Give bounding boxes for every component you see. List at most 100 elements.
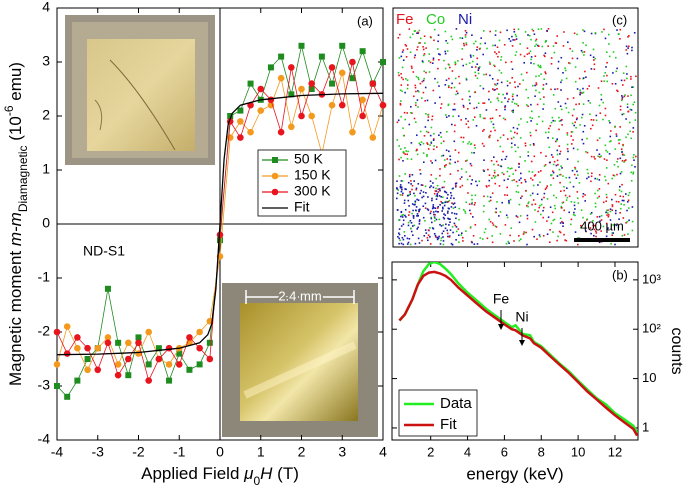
map-dot <box>431 197 433 200</box>
map-dot <box>545 39 547 42</box>
map-dot <box>420 37 422 40</box>
map-dot <box>483 159 485 161</box>
map-dot <box>444 165 446 167</box>
map-dot <box>502 150 504 153</box>
data-point <box>237 134 244 141</box>
map-dot <box>632 171 635 174</box>
map-dot <box>629 121 631 124</box>
map-dot <box>473 107 475 110</box>
map-dot <box>592 224 594 227</box>
map-dot <box>402 192 404 195</box>
map-dot <box>433 132 435 135</box>
map-dot <box>515 35 517 38</box>
map-dot <box>526 121 529 123</box>
map-dot <box>439 131 442 134</box>
map-dot <box>545 187 548 189</box>
map-dot <box>424 185 427 188</box>
map-dot <box>469 162 472 165</box>
map-dot <box>511 101 513 103</box>
map-dot <box>519 137 522 139</box>
map-dot <box>445 114 447 116</box>
map-dot <box>520 118 522 120</box>
map-dot <box>396 180 398 182</box>
plot-frame <box>391 261 639 441</box>
map-dot <box>459 178 462 180</box>
map-dot <box>504 108 506 111</box>
data-point <box>267 64 274 71</box>
map-dot <box>606 196 608 199</box>
map-dot <box>426 154 428 156</box>
map-dot <box>563 186 565 188</box>
map-dot <box>406 48 409 50</box>
map-dot <box>625 136 627 139</box>
map-dot <box>615 200 618 203</box>
map-dot <box>474 74 477 77</box>
map-dot <box>426 142 428 144</box>
map-dot <box>608 120 610 122</box>
map-dot <box>620 203 622 205</box>
map-dot <box>433 145 435 147</box>
map-dot <box>571 131 574 133</box>
map-dot <box>509 82 511 84</box>
map-dot <box>468 99 471 101</box>
map-dot <box>421 97 423 99</box>
map-dot <box>569 62 571 65</box>
map-dot <box>410 230 413 233</box>
map-dot <box>441 186 444 189</box>
map-dot <box>430 185 432 187</box>
map-dot <box>420 141 423 143</box>
map-dot <box>594 32 597 34</box>
map-dot <box>427 148 430 150</box>
map-dot <box>590 155 593 158</box>
map-dot <box>451 123 453 126</box>
map-dot <box>590 232 592 235</box>
map-dot <box>581 51 584 54</box>
data-point <box>145 377 152 384</box>
map-dot <box>407 194 409 197</box>
map-dot <box>577 243 579 246</box>
map-dot <box>577 197 579 200</box>
map-dot <box>529 50 532 53</box>
map-dot <box>434 159 437 162</box>
map-dot <box>614 243 616 246</box>
map-dot <box>627 233 629 235</box>
map-dot <box>453 222 456 225</box>
map-dot <box>443 217 446 220</box>
x-tick-label: -3 <box>92 444 105 460</box>
map-dot <box>520 182 523 184</box>
map-dot <box>412 217 415 219</box>
map-dot <box>474 40 477 43</box>
map-dot <box>446 229 448 232</box>
map-dot <box>630 75 632 78</box>
map-dot <box>600 214 603 217</box>
data-point <box>206 355 214 363</box>
map-dot <box>588 222 591 224</box>
map-dot <box>614 148 617 150</box>
map-dot <box>436 195 439 198</box>
map-dot <box>553 194 555 197</box>
map-dot <box>400 225 403 227</box>
map-dot <box>400 156 402 159</box>
map-dot <box>404 153 407 155</box>
map-dot <box>483 170 486 172</box>
map-dot <box>439 174 441 177</box>
map-dot <box>440 107 442 109</box>
data-point <box>206 339 213 346</box>
map-dot <box>397 37 400 39</box>
map-dot <box>418 223 421 225</box>
map-dot <box>451 226 454 228</box>
map-dot <box>454 108 456 111</box>
map-dot <box>404 173 406 175</box>
data-point <box>53 361 61 368</box>
map-dot <box>566 196 569 199</box>
map-dot <box>554 107 557 110</box>
y-tick-label: -2 <box>38 323 51 339</box>
map-dot <box>402 127 404 129</box>
map-dot <box>423 135 426 137</box>
map-dot <box>514 86 517 89</box>
data-point <box>369 80 377 87</box>
map-dot <box>546 29 548 32</box>
map-dot <box>482 238 484 240</box>
map-dot <box>617 201 620 203</box>
map-dot <box>582 91 585 94</box>
